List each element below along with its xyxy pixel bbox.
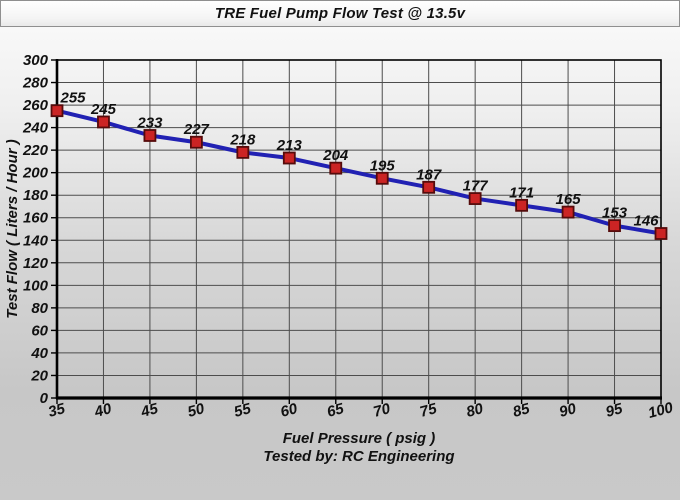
data-point-label: 153 <box>602 205 628 222</box>
x-tick-label: 60 <box>279 400 300 421</box>
y-tick-label: 100 <box>23 277 49 294</box>
data-point-marker <box>561 205 575 219</box>
data-point-marker <box>468 192 482 205</box>
x-tick-label: 95 <box>604 400 625 421</box>
chart-title-bar: TRE Fuel Pump Flow Test @ 13.5v <box>0 0 680 27</box>
data-point-label: 255 <box>59 90 86 107</box>
data-point-marker <box>282 151 296 165</box>
y-tick-label: 80 <box>31 300 48 317</box>
data-point-marker <box>515 198 529 212</box>
data-point-label: 146 <box>633 213 659 230</box>
y-axis-title: Test Flow ( Liters / Hour ) <box>4 139 21 318</box>
x-tick-label: 75 <box>418 400 439 421</box>
x-tick-label: 65 <box>325 400 346 421</box>
data-point-marker <box>143 129 157 142</box>
chart-title: TRE Fuel Pump Flow Test @ 13.5v <box>214 5 466 22</box>
x-tick-label: 80 <box>465 400 486 421</box>
data-point-label: 218 <box>229 131 256 148</box>
y-tick-label: 20 <box>30 367 48 384</box>
x-tick-label: 50 <box>186 400 207 421</box>
data-point-label: 204 <box>322 147 349 164</box>
y-tick-label: 40 <box>30 345 48 362</box>
data-point-marker <box>97 115 110 129</box>
data-point-marker <box>236 145 250 159</box>
data-point-label: 245 <box>90 101 117 118</box>
x-axis-title: Fuel Pressure ( psig ) <box>283 430 436 447</box>
data-point-marker <box>189 135 203 149</box>
x-tick-label: 70 <box>372 400 393 421</box>
data-point-marker <box>375 171 389 185</box>
data-point-label: 227 <box>183 121 210 138</box>
data-point-marker <box>608 219 621 233</box>
data-point-label: 233 <box>136 114 163 131</box>
data-point-label: 177 <box>463 178 489 195</box>
y-tick-label: 240 <box>22 120 49 137</box>
x-tick-label: 85 <box>511 400 532 421</box>
x-tick-label: 45 <box>138 400 160 421</box>
plot-border <box>56 59 662 399</box>
y-tick-label: 60 <box>31 322 48 339</box>
chart-footer: Tested by: RC Engineering <box>263 448 454 465</box>
x-tick-label: 35 <box>46 400 67 421</box>
x-tick-label: 100 <box>646 399 675 422</box>
y-tick-label: 220 <box>22 142 49 159</box>
y-tick-label: 140 <box>23 232 49 249</box>
y-tick-label: 200 <box>22 165 49 182</box>
x-tick-label: 90 <box>557 400 578 421</box>
x-tick-label: 55 <box>232 400 253 421</box>
data-point-marker <box>654 227 668 240</box>
data-point-marker <box>329 161 343 175</box>
data-point-label: 187 <box>416 166 442 183</box>
x-tick-label: 40 <box>92 400 114 421</box>
y-tick-label: 120 <box>23 255 49 272</box>
data-point-marker <box>50 104 64 118</box>
y-tick-label: 0 <box>40 390 49 407</box>
data-point-label: 171 <box>509 184 534 201</box>
y-tick-label: 180 <box>23 187 49 204</box>
data-point-marker <box>422 180 436 194</box>
y-tick-label: 300 <box>23 52 49 69</box>
y-tick-label: 260 <box>22 97 49 114</box>
data-point-label: 195 <box>370 157 396 174</box>
data-series-line <box>55 108 663 236</box>
y-tick-label: 280 <box>22 75 49 92</box>
data-point-label: 213 <box>276 137 303 154</box>
data-point-label: 165 <box>556 191 582 208</box>
y-tick-label: 160 <box>23 210 49 227</box>
